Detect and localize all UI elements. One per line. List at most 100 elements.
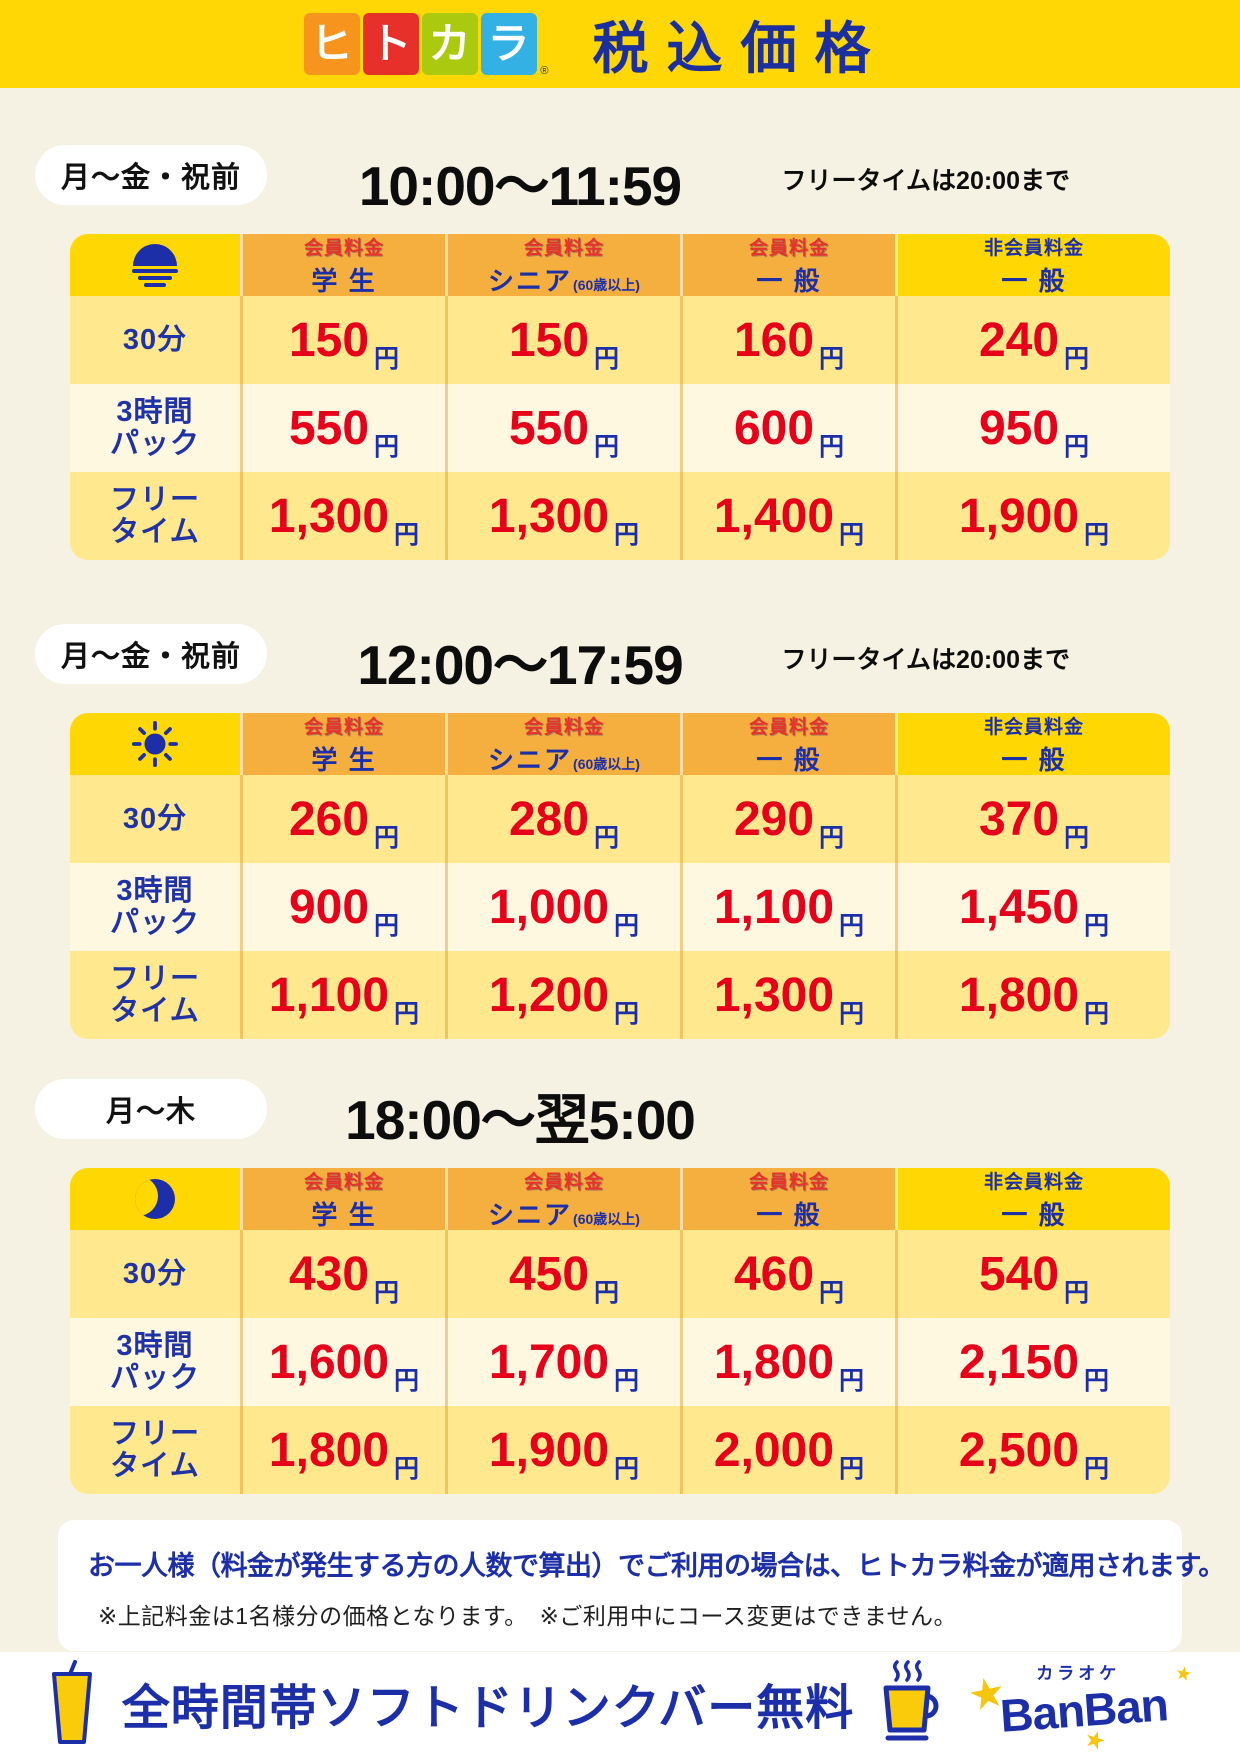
yen-unit: 円 xyxy=(374,824,400,852)
price-cell: 450 円 xyxy=(445,1230,680,1318)
section-header: 月〜木 18:00〜翌5:00 xyxy=(0,1079,1240,1151)
free-drink-text: 全時間帯ソフトドリンクバー無料 xyxy=(121,1682,855,1735)
column-header-student: 会員料金 学 生 xyxy=(240,1168,445,1230)
fee-type-label: 非会員料金 xyxy=(983,1171,1084,1193)
fee-type-label: 会員料金 xyxy=(748,1171,829,1193)
price-value: 550 xyxy=(288,401,370,455)
price-value: 280 xyxy=(508,792,590,846)
price-value: 540 xyxy=(978,1247,1060,1301)
column-name: 一 般 xyxy=(756,265,822,296)
fee-type-label: 会員料金 xyxy=(303,1171,384,1193)
price-value: 1,700 xyxy=(488,1335,610,1389)
section-header: 月〜金・祝前 10:00〜11:59 フリータイムは20:00まで xyxy=(0,145,1240,217)
star-icon: ★ xyxy=(1173,1662,1194,1687)
row-label-3hour-pack: 3時間 パック xyxy=(70,863,240,951)
column-header-senior: 会員料金 シニア (60歳以上) xyxy=(445,1168,680,1230)
price-cell: 460 円 xyxy=(680,1230,895,1318)
freetime-note: フリータイムは20:00まで xyxy=(781,167,1070,195)
column-name-note: (60歳以上) xyxy=(573,1210,640,1227)
price-cell: 2,000 円 xyxy=(680,1406,895,1494)
price-value: 150 xyxy=(288,313,370,367)
fee-type-label: 会員料金 xyxy=(303,237,384,259)
yen-unit: 円 xyxy=(839,521,865,549)
yen-unit: 円 xyxy=(594,345,620,373)
yen-unit: 円 xyxy=(614,1000,640,1028)
time-range: 10:00〜11:59 xyxy=(358,155,682,217)
column-header-senior: 会員料金 シニア (60歳以上) xyxy=(445,234,680,296)
price-value: 1,300 xyxy=(268,489,390,543)
registered-mark: ® xyxy=(540,65,549,77)
banban-wordmark: BanBan xyxy=(998,1678,1170,1742)
price-table: 会員料金 学 生 会員料金 シニア (60歳以上) 会員料金 一 般 非会員料金 … xyxy=(70,1168,1170,1494)
sunrise-icon xyxy=(132,243,178,287)
time-range: 18:00〜翌5:00 xyxy=(345,1089,696,1151)
sun-icon xyxy=(132,721,178,767)
column-name: シニア xyxy=(488,1199,573,1230)
price-value: 150 xyxy=(508,313,590,367)
price-cell: 1,900 円 xyxy=(445,1406,680,1494)
price-value: 1,450 xyxy=(958,880,1080,934)
logo-tile: ラ xyxy=(480,13,537,75)
day-pill: 月〜木 xyxy=(35,1079,267,1139)
yen-unit: 円 xyxy=(1064,345,1090,373)
fee-type-label: 非会員料金 xyxy=(983,716,1084,738)
yen-unit: 円 xyxy=(374,345,400,373)
day-pill: 月〜金・祝前 xyxy=(35,145,267,205)
logo-tile: カ xyxy=(421,13,478,75)
price-cell: 430 円 xyxy=(240,1230,445,1318)
price-value: 2,150 xyxy=(958,1335,1080,1389)
column-header-general: 会員料金 一 般 xyxy=(680,1168,895,1230)
price-value: 370 xyxy=(978,792,1060,846)
logo-char: ラ xyxy=(487,20,530,67)
price-value: 550 xyxy=(508,401,590,455)
column-name-note: (60歳以上) xyxy=(573,755,640,772)
column-header-nonmember: 非会員料金 一 般 xyxy=(895,1168,1170,1230)
column-header-nonmember: 非会員料金 一 般 xyxy=(895,234,1170,296)
column-name-note: (60歳以上) xyxy=(573,276,640,293)
price-cell: 150 円 xyxy=(240,296,445,384)
usage-note-highlight: お一人様（料金が発生する方の人数で算出）でご利用の場合は、ヒトカラ料金が適用され… xyxy=(88,1551,1225,1581)
column-name: 一 般 xyxy=(756,1199,822,1230)
yen-unit: 円 xyxy=(839,1455,865,1483)
row-label-30min: 30分 xyxy=(70,296,240,384)
logo-char: カ xyxy=(428,20,471,67)
yen-unit: 円 xyxy=(374,912,400,940)
price-cell: 550 円 xyxy=(445,384,680,472)
price-value: 1,400 xyxy=(713,489,835,543)
fee-type-label: 会員料金 xyxy=(523,1171,604,1193)
price-cell: 1,200 円 xyxy=(445,951,680,1039)
yen-unit: 円 xyxy=(819,1279,845,1307)
price-value: 2,500 xyxy=(958,1423,1080,1477)
price-value: 1,600 xyxy=(268,1335,390,1389)
yen-unit: 円 xyxy=(594,824,620,852)
footer-bar: 全時間帯ソフトドリンクバー無料 ★ ★ ★ カラオケ BanBan xyxy=(0,1652,1240,1754)
fee-type-label: 会員料金 xyxy=(523,716,604,738)
price-value: 260 xyxy=(288,792,370,846)
yen-unit: 円 xyxy=(374,1279,400,1307)
price-cell: 540 円 xyxy=(895,1230,1170,1318)
price-table: 会員料金 学 生 会員料金 シニア (60歳以上) 会員料金 一 般 非会員料金 … xyxy=(70,713,1170,1039)
yen-unit: 円 xyxy=(1084,912,1110,940)
day-pill-label: 月〜木 xyxy=(105,1096,196,1128)
column-header-general: 会員料金 一 般 xyxy=(680,234,895,296)
logo-tile: ト xyxy=(362,13,419,75)
yen-unit: 円 xyxy=(394,1367,420,1395)
price-section-night: 月〜木 18:00〜翌5:00 会員料金 学 生 会員料金 シニア (60歳以上)… xyxy=(0,1079,1240,1494)
price-value: 1,800 xyxy=(713,1335,835,1389)
freetime-note: フリータイムは20:00まで xyxy=(781,646,1070,674)
column-name: 学 生 xyxy=(311,744,377,775)
row-label-30min: 30分 xyxy=(70,775,240,863)
price-cell: 370 円 xyxy=(895,775,1170,863)
price-cell: 1,300 円 xyxy=(445,472,680,560)
column-name: 一 般 xyxy=(1001,265,1067,296)
price-cell: 1,100 円 xyxy=(240,951,445,1039)
price-cell: 2,150 円 xyxy=(895,1318,1170,1406)
yen-unit: 円 xyxy=(839,912,865,940)
yen-unit: 円 xyxy=(1064,824,1090,852)
price-value: 2,000 xyxy=(713,1423,835,1477)
row-label-3hour-pack: 3時間 パック xyxy=(70,384,240,472)
column-name: 一 般 xyxy=(1001,744,1067,775)
yen-unit: 円 xyxy=(819,345,845,373)
column-header-student: 会員料金 学 生 xyxy=(240,234,445,296)
yen-unit: 円 xyxy=(594,1279,620,1307)
